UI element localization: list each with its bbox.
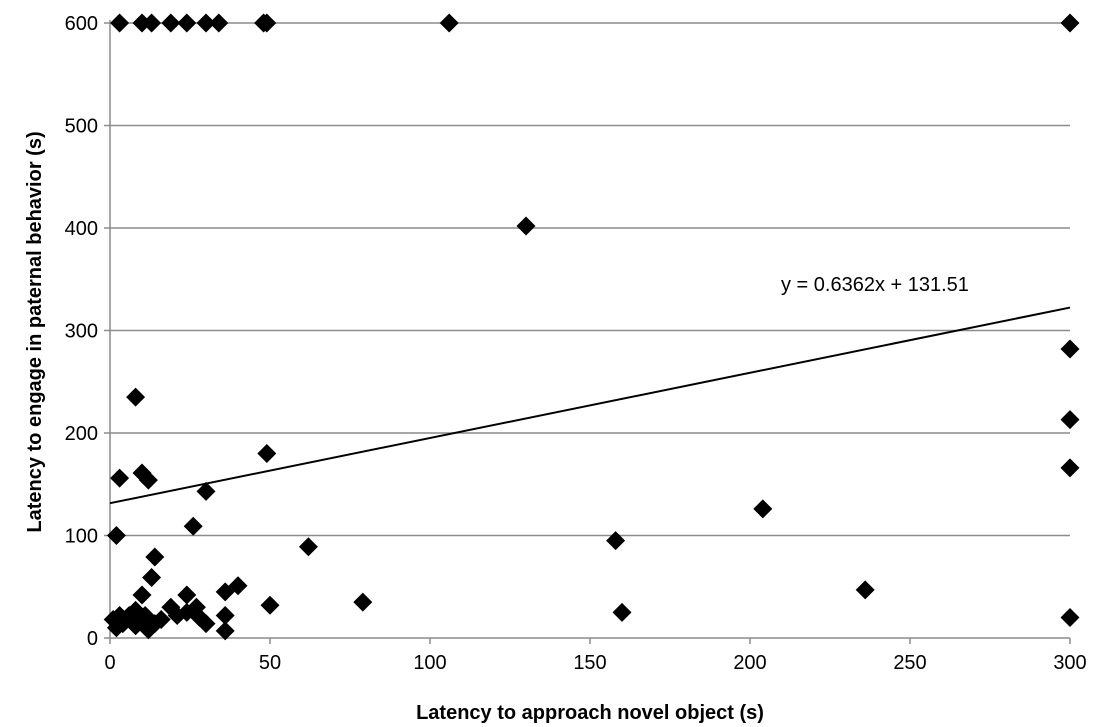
y-axis-title: Latency to engage in paternal behavior (…	[24, 131, 46, 532]
y-tick-label-0: 0	[87, 628, 98, 650]
data-point-16	[126, 387, 146, 407]
data-point-28	[142, 568, 162, 588]
x-tick-labels: 0 50 100 150 200 250 300	[104, 652, 1086, 674]
data-point-5	[196, 13, 216, 33]
data-point-21	[196, 481, 216, 501]
x-tick-label-0: 0	[104, 652, 115, 674]
data-point-15	[1060, 608, 1080, 627]
data-point-4	[177, 13, 197, 33]
data-point-11	[516, 216, 536, 236]
trendline	[109, 306, 1071, 505]
data-point-0	[110, 13, 130, 33]
y-tick-label-100: 100	[65, 526, 98, 548]
data-point-2	[142, 13, 162, 33]
data-point-53	[196, 614, 216, 634]
x-tick-label-100: 100	[413, 652, 446, 674]
data-point-12	[1060, 339, 1080, 359]
data-point-56	[106, 618, 126, 638]
data-point-26	[753, 499, 773, 519]
x-tick-label-200: 200	[733, 652, 766, 674]
data-point-13	[1060, 410, 1080, 430]
data-point-31	[177, 585, 197, 605]
y-tick-label-400: 400	[65, 218, 98, 240]
data-point-10	[1060, 13, 1080, 33]
x-tick-label-50: 50	[259, 652, 281, 674]
y-tick-label-300: 300	[65, 321, 98, 343]
x-tick-label-250: 250	[893, 652, 926, 674]
y-tick-label-200: 200	[65, 423, 98, 445]
data-point-36	[855, 580, 875, 600]
data-point-34	[353, 592, 373, 612]
trendline-group	[109, 306, 1071, 505]
data-point-9	[439, 13, 459, 33]
y-tick-labels: 0 100 200 300 400 500 600	[65, 13, 98, 650]
data-point-24	[298, 537, 318, 557]
data-point-19	[138, 470, 158, 490]
data-points	[103, 13, 1080, 641]
trendline-equation: y = 0.6362x + 131.51	[781, 274, 969, 296]
data-point-20	[257, 444, 277, 463]
x-tick-label-150: 150	[573, 652, 606, 674]
data-point-3	[161, 13, 181, 33]
data-point-17	[110, 468, 130, 488]
data-point-14	[1060, 458, 1080, 478]
data-point-32	[132, 585, 152, 605]
data-point-27	[145, 547, 165, 567]
x-axis-title: Latency to approach novel object (s)	[416, 702, 764, 724]
data-point-25	[606, 531, 626, 551]
data-point-6	[209, 13, 229, 33]
data-point-23	[106, 526, 126, 545]
data-point-8	[257, 13, 277, 33]
data-point-33	[260, 595, 280, 615]
data-point-1	[132, 13, 152, 33]
data-point-30	[215, 582, 235, 602]
axes	[104, 20, 1071, 644]
data-point-22	[183, 516, 203, 536]
data-point-35	[612, 602, 632, 622]
data-point-55	[215, 621, 235, 641]
data-point-47	[151, 610, 171, 630]
y-tick-label-500: 500	[65, 116, 98, 138]
data-point-54	[215, 605, 235, 625]
x-tick-label-300: 300	[1053, 652, 1086, 674]
y-tick-label-600: 600	[65, 13, 98, 35]
